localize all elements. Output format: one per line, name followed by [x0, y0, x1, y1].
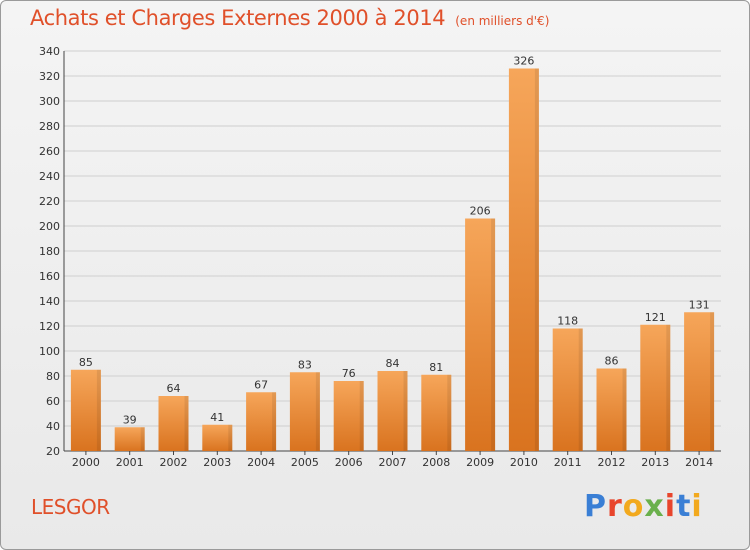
y-tick-label: 60 — [46, 395, 60, 408]
value-label: 67 — [254, 378, 268, 391]
y-tick-label: 280 — [39, 120, 60, 133]
y-tick-label: 40 — [46, 420, 60, 433]
logo-letter: i — [664, 489, 677, 524]
label-layer: 85 2000 39 2001 64 2002 41 2003 67 2004 83 2005 76 20… — [72, 55, 713, 470]
x-tick-label: 2003 — [203, 456, 231, 469]
chart-title-text: Achats et Charges Externes 2000 à 2014 — [30, 6, 446, 30]
value-label: 41 — [210, 411, 224, 424]
bar — [289, 372, 320, 451]
bar — [596, 368, 627, 451]
proxiti-logo[interactable]: Proxiti — [584, 489, 703, 524]
bar — [202, 424, 233, 451]
axis-layer: 20 40 60 80 100 120 140 160 180 200 220 240 260 280 30… — [39, 45, 721, 458]
x-tick-label: 2007 — [379, 456, 407, 469]
y-tick-label: 120 — [39, 320, 60, 333]
value-label: 118 — [557, 315, 578, 328]
x-tick-label: 2012 — [598, 456, 626, 469]
bar-shade — [622, 368, 627, 451]
bar — [640, 324, 671, 451]
x-tick-label: 2009 — [466, 456, 494, 469]
value-label: 84 — [386, 357, 400, 370]
bar-layer — [70, 68, 715, 451]
value-label: 81 — [429, 361, 443, 374]
bar — [421, 374, 452, 451]
y-tick-label: 140 — [39, 295, 60, 308]
chart-subtitle: (en milliers d'€) — [455, 14, 550, 28]
y-tick-label: 100 — [39, 345, 60, 358]
commune-name: LESGOR — [31, 495, 110, 519]
value-label: 86 — [605, 355, 619, 368]
logo-letter: P — [584, 489, 607, 524]
bar-shade — [710, 312, 715, 451]
y-tick-label: 180 — [39, 245, 60, 258]
bar — [114, 427, 145, 451]
logo-letter: x — [644, 489, 665, 524]
bar — [70, 369, 101, 451]
x-tick-label: 2010 — [510, 456, 538, 469]
y-tick-label: 240 — [39, 170, 60, 183]
bar-shade — [184, 396, 189, 451]
bar — [377, 371, 408, 451]
bar-shade — [491, 218, 496, 451]
y-tick-label: 300 — [39, 95, 60, 108]
value-label: 76 — [342, 367, 356, 380]
logo-letter: o — [622, 489, 645, 524]
bar-shade — [359, 381, 364, 451]
logo-letter: i — [691, 489, 703, 524]
chart-title: Achats et Charges Externes 2000 à 2014 (e… — [30, 6, 549, 30]
x-tick-label: 2006 — [335, 456, 363, 469]
bar-shade — [96, 369, 101, 451]
x-tick-label: 2013 — [641, 456, 669, 469]
value-label: 131 — [689, 298, 710, 311]
bar-shade — [666, 324, 671, 451]
x-tick-label: 2008 — [422, 456, 450, 469]
y-tick-label: 260 — [39, 145, 60, 158]
bar-shade — [315, 372, 320, 451]
value-label: 39 — [123, 413, 137, 426]
bar — [333, 381, 364, 451]
bar-shade — [272, 392, 277, 451]
bar — [246, 392, 277, 451]
bar-shade — [578, 328, 583, 451]
y-tick-label: 220 — [39, 195, 60, 208]
y-tick-label: 340 — [39, 45, 60, 58]
value-label: 206 — [470, 205, 491, 218]
y-tick-label: 80 — [46, 370, 60, 383]
bar — [465, 218, 496, 451]
value-label: 121 — [645, 311, 666, 324]
x-tick-label: 2011 — [554, 456, 582, 469]
x-tick-label: 2000 — [72, 456, 100, 469]
x-tick-label: 2005 — [291, 456, 319, 469]
bar — [158, 396, 189, 451]
y-tick-label: 200 — [39, 220, 60, 233]
bar — [552, 328, 583, 451]
bar — [508, 68, 539, 451]
x-tick-label: 2004 — [247, 456, 275, 469]
bar-shade — [140, 427, 145, 451]
bar-shade — [228, 424, 233, 451]
value-label: 83 — [298, 358, 312, 371]
y-tick-label: 160 — [39, 270, 60, 283]
bar-shade — [534, 68, 539, 451]
x-tick-label: 2014 — [685, 456, 713, 469]
value-label: 326 — [513, 55, 534, 68]
y-tick-label: 20 — [46, 445, 60, 458]
value-label: 85 — [79, 356, 93, 369]
bar-shade — [447, 374, 452, 451]
x-tick-label: 2001 — [116, 456, 144, 469]
x-tick-label: 2002 — [160, 456, 188, 469]
value-label: 64 — [167, 382, 181, 395]
logo-letter: t — [676, 489, 692, 524]
y-tick-label: 320 — [39, 70, 60, 83]
bar — [684, 312, 715, 451]
logo-letter: r — [607, 489, 623, 524]
bar-shade — [403, 371, 408, 451]
